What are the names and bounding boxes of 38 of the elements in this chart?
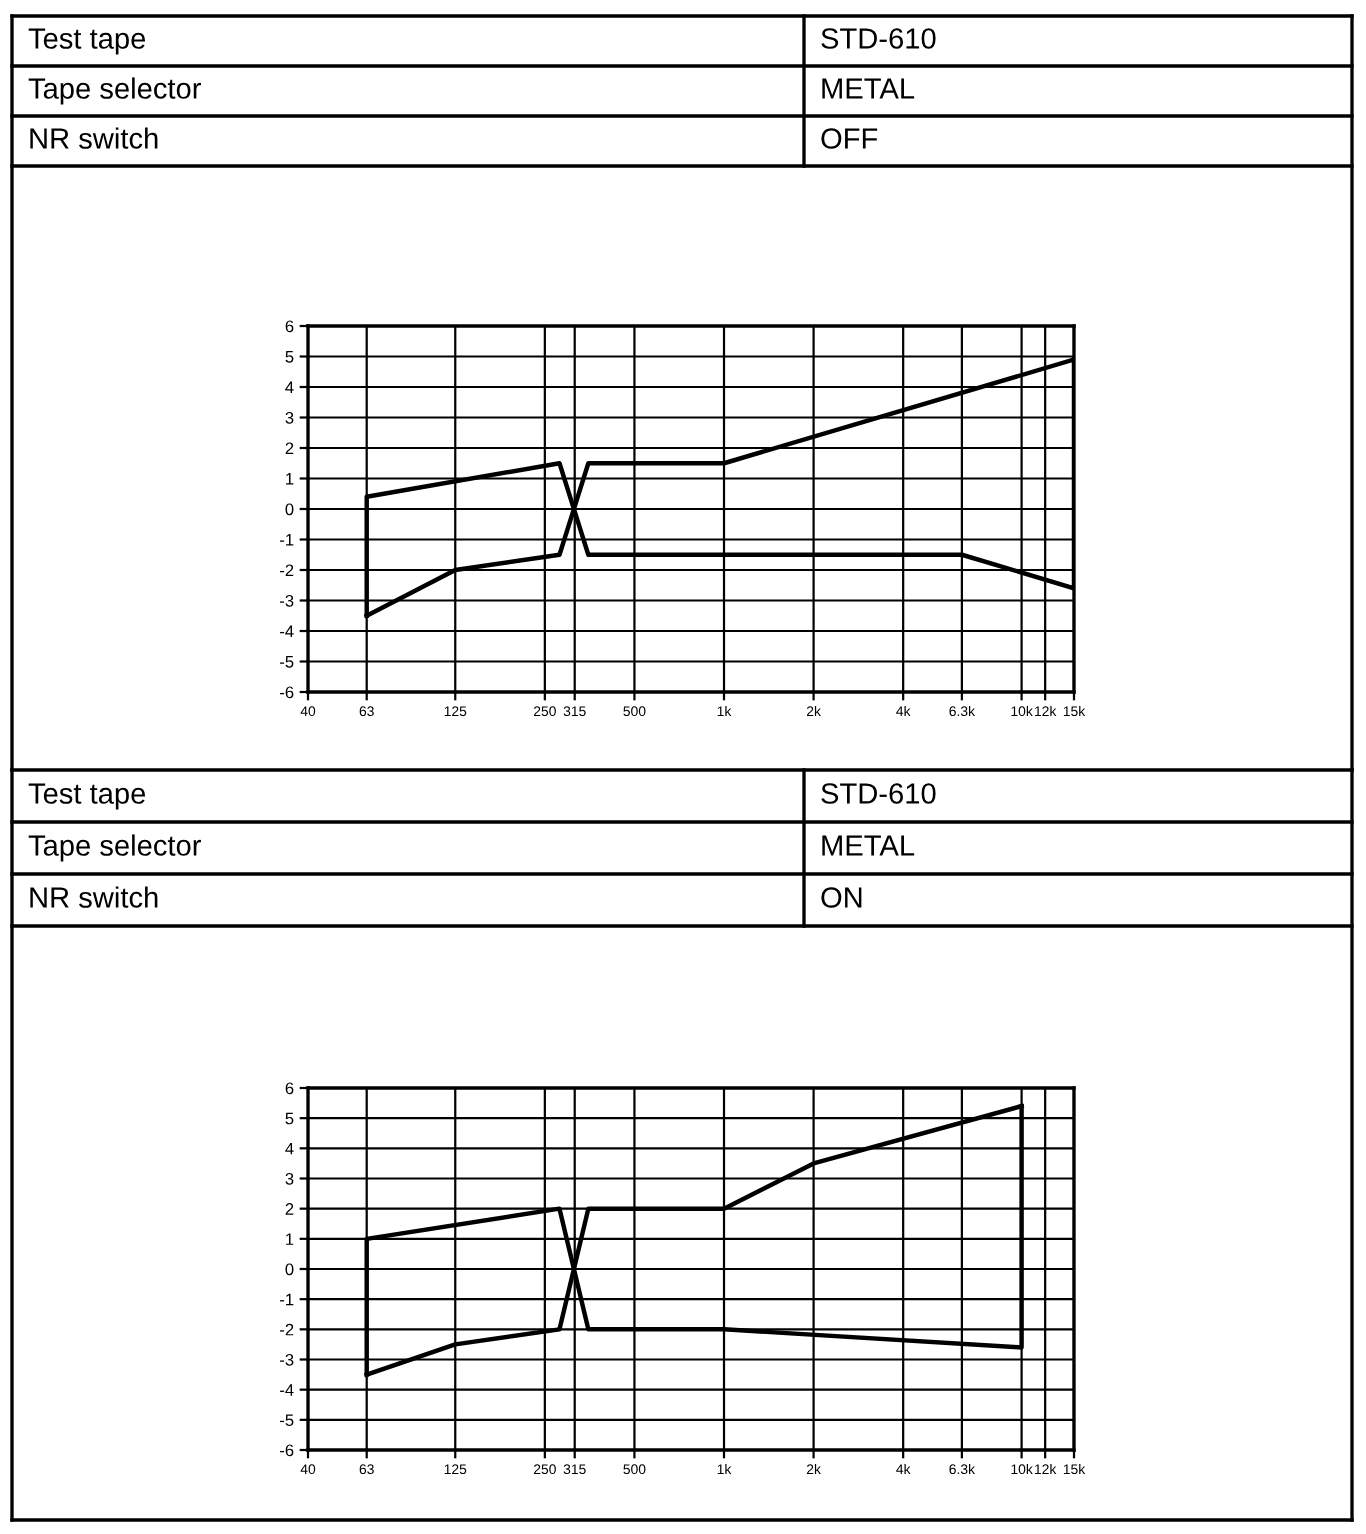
- y-tick-label: 0: [285, 1263, 294, 1276]
- text: Tape selector: [28, 77, 201, 105]
- y-tick-label: -4: [280, 625, 294, 638]
- text: METAL: [822, 835, 915, 856]
- y-tick-label: 2: [285, 1203, 294, 1215]
- y-tick-label: -4: [280, 1384, 294, 1396]
- y-tick-label: -2: [280, 564, 294, 577]
- y-tick-label: 5: [285, 351, 294, 363]
- y-tick-label: 6: [285, 320, 294, 333]
- y-tick-label: 2: [285, 442, 294, 455]
- y-tick-label: -1: [280, 534, 294, 546]
- text: STD-610: [821, 783, 936, 804]
- y-tick-label: -6: [280, 686, 294, 699]
- y-tick-label: -5: [280, 1414, 294, 1427]
- y-tick-label: -3: [280, 594, 294, 607]
- y-tick-label: -5: [280, 656, 294, 668]
- y-tick-label: 3: [285, 1172, 294, 1185]
- text: Test tape: [28, 28, 146, 55]
- text: STD-610: [821, 28, 936, 49]
- y-tick-label: 5: [285, 1112, 294, 1125]
- y-tick-label: 0: [285, 503, 294, 516]
- y-tick-label: 4: [285, 1142, 294, 1155]
- y-tick-label: 4: [285, 381, 294, 394]
- text: ON: [821, 887, 862, 908]
- y-tick-label: -6: [280, 1444, 294, 1457]
- y-tick-label: -1: [280, 1293, 294, 1306]
- text: METAL: [822, 78, 915, 99]
- y-tick-label: 3: [285, 411, 294, 424]
- y-tick-label: 1: [286, 1233, 294, 1245]
- text: OFF: [821, 128, 878, 149]
- text: Tape selector: [28, 834, 201, 862]
- y-tick-label: -2: [280, 1323, 294, 1336]
- text: NR switch: [30, 127, 158, 149]
- y-tick-label: 6: [285, 1082, 294, 1095]
- text: Test tape: [28, 783, 146, 810]
- y-tick-label: 1: [286, 473, 294, 485]
- y-tick-label: -3: [280, 1353, 294, 1366]
- text: NR switch: [30, 886, 158, 908]
